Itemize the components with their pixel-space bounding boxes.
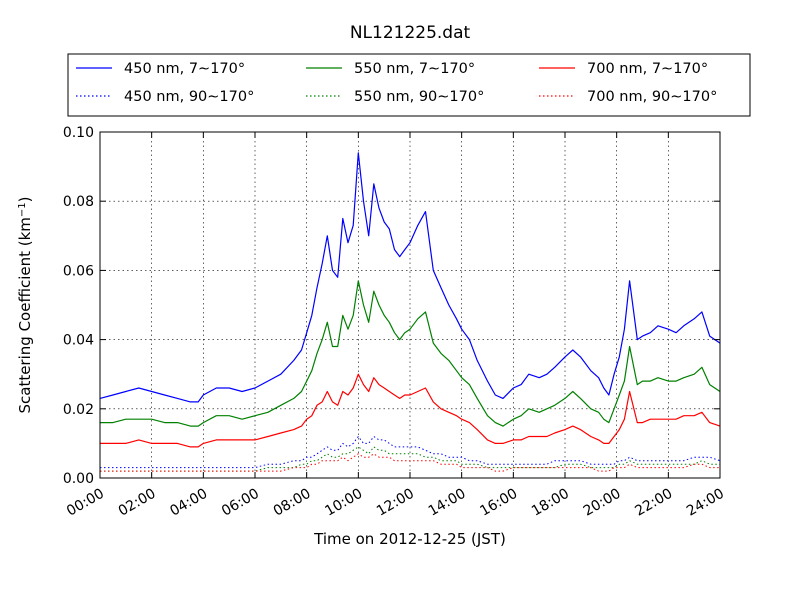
legend-label-4: 550 nm, 90∼170°: [354, 89, 484, 105]
legend-label-1: 550 nm, 7∼170°: [354, 61, 475, 77]
y-axis-tick-labels: 0.00 0.02 0.04 0.06 0.08 0.10: [63, 125, 94, 487]
series-line-2: [100, 373, 721, 448]
series-line-0: [99, 152, 721, 403]
legend: 450 nm, 7∼170° 550 nm, 7∼170° 700 nm, 7∼17…: [67, 53, 751, 117]
legend-label-5: 700 nm, 90∼170°: [587, 89, 717, 105]
series-line-4: [100, 446, 720, 472]
legend-label-3: 450 nm, 90∼170°: [124, 89, 254, 105]
grid: [100, 132, 720, 478]
y-tick-label: 0.04: [63, 333, 94, 349]
y-axis-label: Scattering Coefficient (km−1): [16, 196, 34, 413]
y-tick-label: 0.00: [63, 471, 94, 487]
y-tick-label: 0.10: [63, 125, 94, 141]
x-axis-label: Time on 2012-12-25 (JST): [313, 530, 506, 548]
y-axis-label-exponent: −1: [17, 202, 28, 217]
series-layer: [99, 152, 721, 472]
axis-ticks: [99, 131, 721, 479]
series-line-5: [100, 453, 720, 472]
y-tick-label: 0.08: [63, 194, 94, 210]
series-line-1: [100, 280, 721, 427]
legend-label-0: 450 nm, 7∼170°: [124, 61, 245, 77]
y-axis-label-close: ): [16, 196, 34, 202]
y-tick-label: 0.02: [63, 402, 94, 418]
chart-title: NL121225.dat: [350, 23, 471, 43]
legend-frame: [67, 53, 751, 117]
legend-label-2: 700 nm, 7∼170°: [587, 61, 708, 77]
y-axis-label-main: Scattering Coefficient (km: [16, 217, 34, 413]
y-tick-label: 0.06: [63, 263, 94, 279]
